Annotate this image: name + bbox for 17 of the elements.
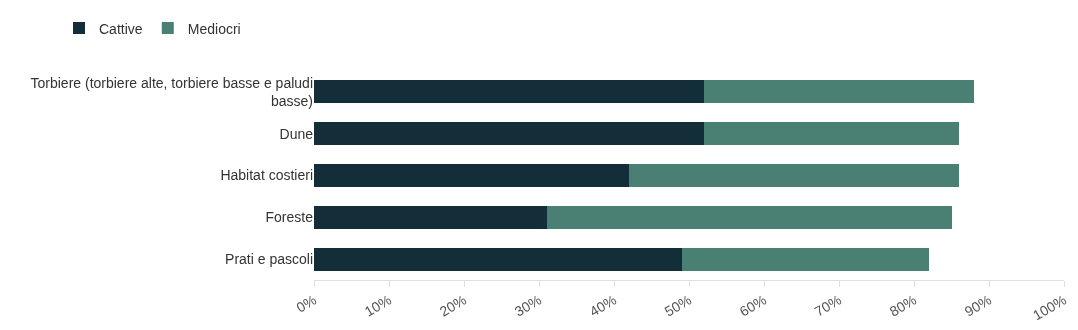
x-tick-label: 60% — [736, 291, 769, 320]
y-tick-label: Foreste — [265, 209, 314, 226]
x-tick-label: 20% — [436, 291, 469, 320]
x-tick-label: 70% — [811, 291, 844, 320]
legend-label: Mediocri — [187, 20, 241, 37]
x-tick-label: 40% — [586, 291, 619, 320]
y-tick-label: Prati e pascoli — [225, 251, 313, 267]
x-tick-label: 90% — [961, 291, 994, 320]
x-tick-label: 0% — [293, 291, 319, 316]
y-tick-label: Dune — [279, 125, 314, 142]
y-tick-label: Habitat costieri — [220, 167, 313, 184]
x-tick-label: 30% — [511, 291, 544, 320]
x-tick-label: 10% — [361, 291, 394, 320]
x-tick-label: 50% — [661, 291, 694, 320]
legend-label: Cattive — [99, 20, 143, 37]
x-tick-label: 80% — [886, 291, 919, 320]
y-tick-label: Torbiere (torbiere alte, torbiere basse e paludi basse) — [30, 74, 313, 109]
